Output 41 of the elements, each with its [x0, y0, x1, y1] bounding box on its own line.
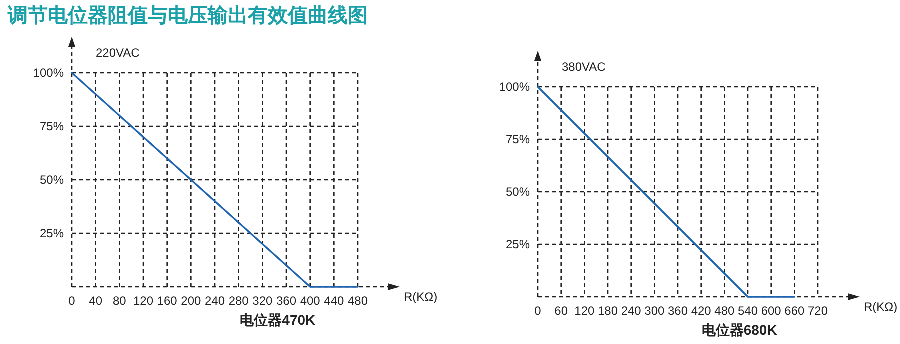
x-tick-label: 60 — [554, 304, 568, 318]
x-tick-label: 40 — [89, 294, 103, 308]
x-tick-label: 280 — [228, 294, 250, 308]
x-tick-label: 480 — [714, 304, 735, 318]
x-tick-label: 660 — [784, 304, 805, 318]
x-tick-label: 120 — [574, 304, 595, 318]
text: 220VAC — [96, 46, 140, 60]
text: 电位器680K — [702, 322, 778, 338]
y-tick-label: 50% — [40, 173, 64, 187]
y-tick-label: 75% — [506, 132, 530, 146]
x-tick-label: 200 — [181, 294, 202, 308]
x-tick-label: 420 — [691, 304, 712, 318]
text: 电位器470K — [240, 312, 316, 328]
x-tick-label: 0 — [68, 294, 76, 308]
x-tick-label: 0 — [534, 304, 542, 318]
x-axis-title: R(KΩ) — [404, 290, 438, 304]
x-tick-label: 120 — [133, 294, 154, 308]
x-tick-label: 240 — [204, 294, 226, 308]
x-tick-label: 180 — [598, 304, 618, 318]
x-tick-label: 720 — [808, 304, 828, 318]
x-tick-label: 480 — [348, 294, 368, 308]
x-tick-label: 540 — [738, 304, 758, 318]
x-tick-label: 360 — [668, 304, 688, 318]
x-axis-title: R(KΩ) — [864, 300, 898, 314]
x-tick-label: 440 — [324, 294, 344, 308]
chart-title: 调节电位器阻值与电压输出有效值曲线图 — [7, 5, 368, 27]
x-tick-label: 360 — [276, 294, 297, 308]
y-tick-label: 100% — [33, 66, 64, 80]
x-tick-label: 80 — [112, 294, 127, 308]
y-tick-label: 25% — [40, 226, 64, 240]
x-tick-label: 300 — [644, 304, 665, 318]
y-tick-label: 100% — [499, 80, 530, 94]
text: 380VAC — [562, 60, 606, 74]
y-tick-label: 50% — [506, 185, 530, 199]
x-tick-label: 600 — [761, 304, 782, 318]
x-tick-label: 400 — [300, 294, 321, 308]
y-tick-label: 75% — [40, 120, 64, 134]
x-tick-label: 320 — [252, 294, 273, 308]
x-tick-label: 240 — [621, 304, 642, 318]
y-tick-label: 25% — [506, 238, 530, 252]
x-tick-label: 160 — [157, 294, 178, 308]
